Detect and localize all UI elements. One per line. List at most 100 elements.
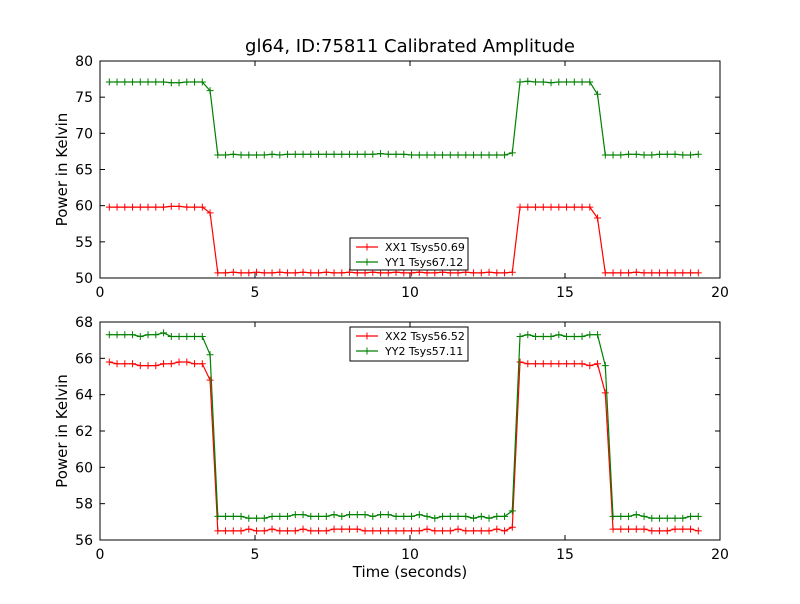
data-point: [454, 512, 462, 520]
data-point: [392, 512, 400, 520]
data-point: [617, 269, 625, 277]
data-point: [191, 203, 199, 211]
data-point: [175, 202, 183, 210]
data-point: [439, 151, 447, 159]
y-tick-label: 58: [75, 497, 93, 513]
data-point: [508, 268, 516, 276]
data-point: [663, 269, 671, 277]
data-point: [423, 525, 431, 533]
data-point: [152, 331, 160, 339]
legend-label: XX2 Tsys56.52: [385, 330, 465, 343]
data-point: [454, 525, 462, 533]
data-point: [237, 512, 245, 520]
data-point: [671, 525, 679, 533]
data-point: [532, 360, 540, 368]
data-point: [206, 376, 214, 384]
data-point: [508, 523, 516, 531]
data-point: [439, 512, 447, 520]
data-point: [555, 360, 563, 368]
data-point: [338, 269, 346, 277]
data-point: [392, 150, 400, 158]
data-point: [160, 203, 168, 211]
data-point: [229, 268, 237, 276]
data-point: [485, 268, 493, 276]
y-tick-label: 68: [75, 315, 93, 331]
data-point: [400, 150, 408, 158]
data-point: [431, 151, 439, 159]
data-point: [671, 514, 679, 522]
data-point: [260, 514, 268, 522]
data-point: [167, 79, 175, 87]
data-point: [485, 527, 493, 535]
data-point: [586, 203, 594, 211]
data-point: [694, 527, 702, 535]
x-tick-label: 5: [251, 285, 260, 301]
data-point: [470, 269, 478, 277]
data-point: [679, 151, 687, 159]
data-point: [516, 358, 524, 366]
data-point: [276, 151, 284, 159]
data-point: [214, 527, 222, 535]
data-point: [167, 202, 175, 210]
data-point: [338, 150, 346, 158]
data-point: [152, 78, 160, 86]
data-point: [555, 78, 563, 86]
data-point: [563, 333, 571, 341]
data-point: [547, 360, 555, 368]
data-point: [222, 527, 230, 535]
data-point: [361, 269, 369, 277]
data-point: [408, 151, 416, 159]
data-point: [353, 150, 361, 158]
data-point: [493, 151, 501, 159]
data-point: [570, 360, 578, 368]
data-point: [191, 360, 199, 368]
data-point: [524, 331, 532, 339]
data-point: [291, 269, 299, 277]
data-point: [493, 525, 501, 533]
data-point: [446, 512, 454, 520]
data-point: [400, 512, 408, 520]
data-point: [687, 269, 695, 277]
data-point: [570, 203, 578, 211]
data-point: [431, 527, 439, 535]
data-point: [245, 151, 253, 159]
y-tick-label: 55: [75, 235, 93, 251]
data-point: [307, 512, 315, 520]
data-point: [113, 360, 121, 368]
data-point: [547, 333, 555, 341]
data-point: [392, 527, 400, 535]
data-point: [369, 512, 377, 520]
data-point: [260, 269, 268, 277]
data-point: [446, 151, 454, 159]
data-point: [253, 268, 261, 276]
x-tick-label: 20: [711, 547, 729, 563]
data-point: [299, 268, 307, 276]
data-point: [322, 527, 330, 535]
data-point: [183, 358, 191, 366]
data-point: [229, 527, 237, 535]
data-point: [501, 151, 509, 159]
data-point: [446, 527, 454, 535]
data-point: [485, 514, 493, 522]
data-point: [609, 151, 617, 159]
data-point: [338, 512, 346, 520]
y-tick-label: 50: [75, 271, 93, 287]
legend-marker: [363, 243, 371, 251]
y-tick-label: 65: [75, 163, 93, 179]
data-point: [198, 360, 206, 368]
data-point: [501, 527, 509, 535]
data-point: [625, 512, 633, 520]
data-point: [322, 268, 330, 276]
data-point: [222, 269, 230, 277]
data-point: [260, 527, 268, 535]
data-point: [136, 203, 144, 211]
data-point: [291, 150, 299, 158]
data-point: [346, 511, 354, 519]
data-point: [586, 78, 594, 86]
chart-title: gl64, ID:75811 Calibrated Amplitude: [245, 36, 575, 57]
y-tick-label: 70: [75, 126, 93, 142]
data-point: [136, 78, 144, 86]
x-tick-label: 0: [96, 285, 105, 301]
